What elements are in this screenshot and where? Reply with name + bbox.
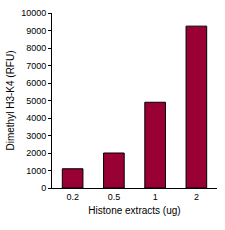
svg-text:3000: 3000 bbox=[26, 131, 46, 141]
svg-text:1000: 1000 bbox=[26, 166, 46, 176]
svg-text:Dimethyl H3-K4 (RFU): Dimethyl H3-K4 (RFU) bbox=[5, 50, 16, 150]
svg-text:2000: 2000 bbox=[26, 148, 46, 158]
svg-text:0.5: 0.5 bbox=[108, 192, 121, 202]
svg-text:Histone extracts (ug): Histone extracts (ug) bbox=[88, 205, 180, 216]
svg-text:6000: 6000 bbox=[26, 78, 46, 88]
svg-text:7000: 7000 bbox=[26, 61, 46, 71]
svg-text:4000: 4000 bbox=[26, 113, 46, 123]
svg-text:9000: 9000 bbox=[26, 26, 46, 36]
svg-text:0.2: 0.2 bbox=[66, 192, 79, 202]
svg-text:0: 0 bbox=[41, 183, 46, 193]
svg-text:10000: 10000 bbox=[21, 8, 46, 18]
svg-text:8000: 8000 bbox=[26, 43, 46, 53]
svg-text:1: 1 bbox=[153, 192, 158, 202]
svg-text:5000: 5000 bbox=[26, 96, 46, 106]
svg-text:2: 2 bbox=[194, 192, 199, 202]
